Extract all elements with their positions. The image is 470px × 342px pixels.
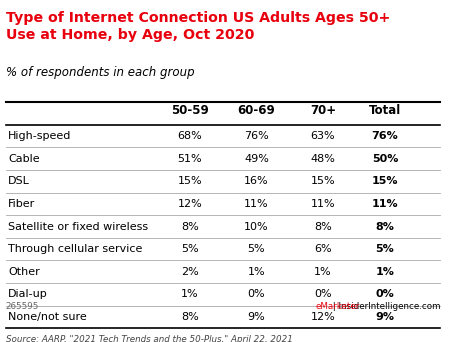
Text: 51%: 51% bbox=[178, 154, 202, 163]
Text: Dial-up: Dial-up bbox=[8, 289, 48, 300]
Text: 1%: 1% bbox=[376, 267, 394, 277]
Text: 76%: 76% bbox=[244, 131, 269, 141]
Text: 2%: 2% bbox=[181, 267, 199, 277]
Text: 5%: 5% bbox=[248, 244, 265, 254]
Text: | InsiderIntelligence.com: | InsiderIntelligence.com bbox=[330, 302, 440, 311]
Text: 9%: 9% bbox=[376, 312, 394, 322]
Text: 8%: 8% bbox=[314, 222, 332, 232]
Text: 265595: 265595 bbox=[6, 302, 39, 311]
Text: 49%: 49% bbox=[244, 154, 269, 163]
Text: 8%: 8% bbox=[181, 222, 199, 232]
Text: Through cellular service: Through cellular service bbox=[8, 244, 142, 254]
Text: 48%: 48% bbox=[311, 154, 335, 163]
Text: Other: Other bbox=[8, 267, 40, 277]
Text: 1%: 1% bbox=[248, 267, 265, 277]
Text: % of respondents in each group: % of respondents in each group bbox=[6, 66, 195, 79]
Text: 70+: 70+ bbox=[310, 104, 336, 117]
Text: Satellite or fixed wireless: Satellite or fixed wireless bbox=[8, 222, 148, 232]
Text: Total: Total bbox=[369, 104, 401, 117]
Text: 0%: 0% bbox=[248, 289, 265, 300]
Text: 15%: 15% bbox=[311, 176, 335, 186]
Text: High-speed: High-speed bbox=[8, 131, 71, 141]
Text: 68%: 68% bbox=[178, 131, 202, 141]
Text: 5%: 5% bbox=[181, 244, 199, 254]
Text: 16%: 16% bbox=[244, 176, 269, 186]
Text: 8%: 8% bbox=[376, 222, 394, 232]
Text: 50-59: 50-59 bbox=[171, 104, 209, 117]
Text: 15%: 15% bbox=[372, 176, 398, 186]
Text: 0%: 0% bbox=[314, 289, 332, 300]
Text: 0%: 0% bbox=[376, 289, 394, 300]
Text: 5%: 5% bbox=[376, 244, 394, 254]
Text: eMarketer: eMarketer bbox=[315, 302, 360, 311]
Text: 11%: 11% bbox=[311, 199, 335, 209]
Text: 6%: 6% bbox=[314, 244, 332, 254]
Text: 76%: 76% bbox=[372, 131, 399, 141]
Text: DSL: DSL bbox=[8, 176, 30, 186]
Text: 63%: 63% bbox=[311, 131, 335, 141]
Text: None/not sure: None/not sure bbox=[8, 312, 87, 322]
Text: 1%: 1% bbox=[314, 267, 332, 277]
Text: 50%: 50% bbox=[372, 154, 398, 163]
Text: Cable: Cable bbox=[8, 154, 39, 163]
Text: 10%: 10% bbox=[244, 222, 269, 232]
Text: 15%: 15% bbox=[178, 176, 202, 186]
Text: 12%: 12% bbox=[311, 312, 335, 322]
Text: 11%: 11% bbox=[244, 199, 269, 209]
Text: 9%: 9% bbox=[248, 312, 265, 322]
Text: 8%: 8% bbox=[181, 312, 199, 322]
Text: 1%: 1% bbox=[181, 289, 199, 300]
Text: 60-69: 60-69 bbox=[237, 104, 275, 117]
Text: 12%: 12% bbox=[178, 199, 202, 209]
Text: Source: AARP, "2021 Tech Trends and the 50-Plus," April 22, 2021: Source: AARP, "2021 Tech Trends and the … bbox=[6, 335, 293, 342]
Text: 11%: 11% bbox=[372, 199, 398, 209]
Text: Fiber: Fiber bbox=[8, 199, 35, 209]
Text: Type of Internet Connection US Adults Ages 50+
Use at Home, by Age, Oct 2020: Type of Internet Connection US Adults Ag… bbox=[6, 11, 390, 42]
